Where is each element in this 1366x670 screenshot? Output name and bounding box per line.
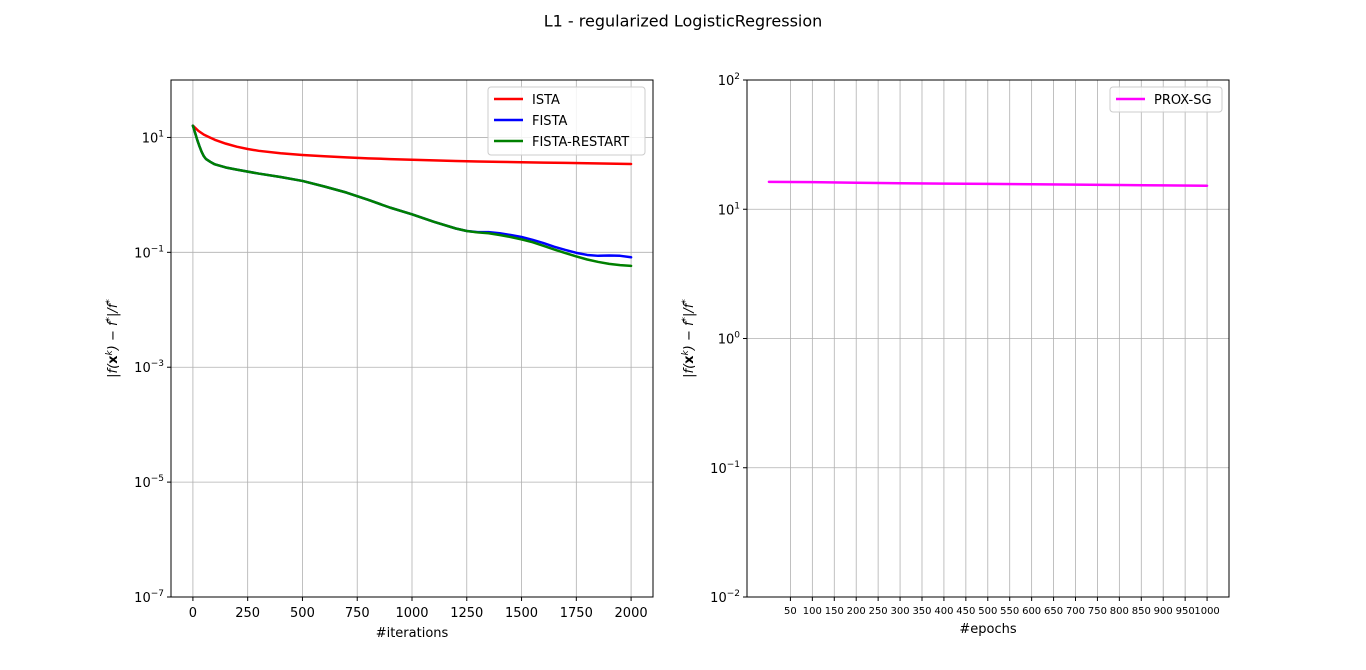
right-x-tick-label: 550 — [1000, 606, 1019, 617]
right-ticks: 50 100 150 200 250 300 350 400 450 500 550 600 650 70… — [710, 72, 1220, 617]
left-x-tick-label: 1500 — [505, 606, 538, 621]
right-y-tick-label: 101 — [718, 201, 740, 218]
right-x-tick-label: 450 — [956, 606, 975, 617]
right-grid — [747, 79, 1229, 598]
series-line-prox-sg — [767, 180, 1209, 187]
left-y-tick-label: 101 — [142, 129, 164, 146]
right-y-tick-label: 10−2 — [710, 589, 740, 606]
figure-title: L1 - regularized LogisticRegression — [544, 12, 823, 31]
left-x-tick-label: 250 — [235, 606, 260, 621]
left-plot-frame — [170, 79, 654, 598]
right-series-lines — [767, 180, 1209, 187]
right-x-tick-label: 100 — [803, 606, 822, 617]
right-x-tick-label: 600 — [1022, 606, 1041, 617]
right-legend-box — [1109, 86, 1223, 113]
right-x-tick-label: 850 — [1132, 606, 1151, 617]
right-x-tick-label: 350 — [912, 606, 931, 617]
series-line-ista — [191, 124, 633, 166]
right-x-tick-label: 1000 — [1194, 606, 1219, 617]
left-y-tick-label: 10−3 — [134, 359, 164, 376]
left-y-axis-label: |f(xk) − f*|/f* — [105, 299, 121, 378]
right-x-tick-label: 300 — [891, 606, 910, 617]
right-y-tick-label: 10−1 — [710, 460, 740, 477]
right-x-tick-label: 50 — [784, 606, 797, 617]
left-y-tick-label: 10−7 — [134, 589, 164, 606]
right-y-axis-label: |f(xk) − f*|/f* — [681, 299, 697, 378]
legend-label-prox-sg: PROX-SG — [1154, 93, 1212, 108]
right-x-tick-label: 200 — [847, 606, 866, 617]
left-x-tick-label: 2000 — [615, 606, 648, 621]
right-x-tick-label: 950 — [1176, 606, 1195, 617]
right-x-tick-label: 900 — [1154, 606, 1173, 617]
right-x-tick-label: 250 — [869, 606, 888, 617]
left-legend: ISTA FISTA FISTA-RESTART — [487, 86, 646, 156]
right-x-tick-label: 500 — [978, 606, 997, 617]
left-x-tick-label: 1750 — [560, 606, 593, 621]
right-x-axis-label: #epochs — [959, 622, 1016, 637]
left-plot: 0 250 500 750 1000 1250 1500 1750 2000 10−7 10−5 10… — [105, 79, 654, 641]
legend-label-fista: FISTA — [532, 114, 567, 129]
right-x-tick-label: 650 — [1044, 606, 1063, 617]
right-x-tick-label: 800 — [1110, 606, 1129, 617]
series-line-fista-restart — [191, 124, 633, 268]
legend-label-ista: ISTA — [532, 93, 560, 108]
legend-label-fista-restart: FISTA-RESTART — [532, 135, 629, 150]
right-plot: 50 100 150 200 250 300 350 400 450 500 550 600 650 70… — [681, 72, 1230, 637]
left-x-tick-label: 0 — [189, 606, 197, 621]
right-y-tick-label: 102 — [718, 72, 740, 89]
left-x-axis-label: #iterations — [376, 626, 449, 641]
right-x-tick-label: 750 — [1088, 606, 1107, 617]
left-x-tick-label: 750 — [345, 606, 370, 621]
right-y-tick-label: 100 — [718, 331, 741, 348]
left-series-lines — [191, 124, 633, 268]
left-y-tick-label: 10−1 — [134, 244, 164, 261]
left-x-tick-label: 500 — [290, 606, 315, 621]
right-x-tick-label: 400 — [934, 606, 953, 617]
left-legend-box — [487, 86, 646, 156]
left-x-tick-label: 1000 — [395, 606, 428, 621]
right-legend: PROX-SG — [1109, 86, 1223, 113]
left-x-tick-label: 1250 — [450, 606, 483, 621]
left-y-tick-label: 10−5 — [134, 474, 164, 491]
right-plot-frame — [746, 79, 1230, 598]
right-x-tick-label: 150 — [825, 606, 844, 617]
right-x-tick-label: 700 — [1066, 606, 1085, 617]
left-ticks: 0 250 500 750 1000 1250 1500 1750 2000 10−7 10−5 10… — [134, 129, 647, 621]
